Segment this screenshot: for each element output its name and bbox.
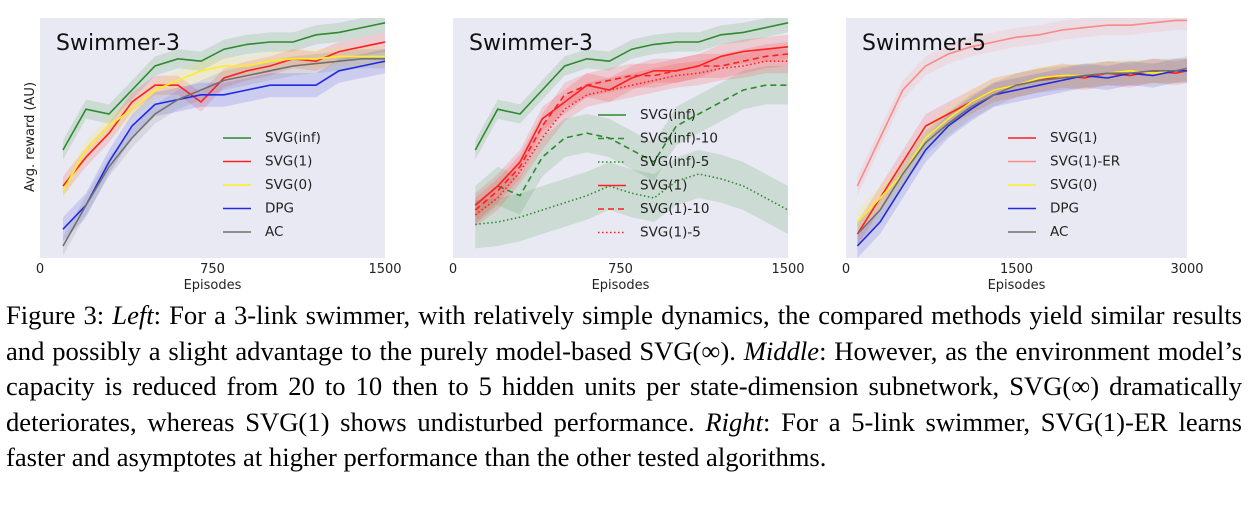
chart-title: Swimmer-3 <box>469 31 593 56</box>
legend-label: SVG(1) <box>640 178 687 194</box>
legend-label: DPG <box>1050 201 1079 217</box>
band-svg-1-5 <box>475 49 788 227</box>
chart-panel-3: Swimmer-5 0 1500 3000 Episodes SVG(1) SVG(1)-E… <box>842 18 1204 293</box>
caption-right-text: : For a 5-link swimmer, SVG(1)-ER learns… <box>6 406 1243 473</box>
x-tick-label: 3000 <box>1170 262 1203 277</box>
chart-panel-2: Swimmer-3 0 750 1500 Episodes SVG(inf) SVG(inf… <box>449 18 805 293</box>
series-line-svg-inf-5 <box>475 173 789 226</box>
series-line-svg-1- <box>62 41 386 187</box>
series-line-svg-1- <box>474 46 789 206</box>
legend-label: SVG(1)-ER <box>1050 154 1120 170</box>
band-svg-inf- <box>63 18 385 160</box>
series-line-ac <box>62 57 385 247</box>
series-line-svg-inf-10 <box>474 84 788 206</box>
chart-panel-1: Swimmer-3 0 750 1500 Episodes SVG(inf) SVG(1) S… <box>36 18 402 293</box>
band-svg-1- <box>857 58 1187 246</box>
x-tick-label: 0 <box>449 262 457 277</box>
band-ac <box>63 49 385 256</box>
series-line-dpg <box>62 60 386 230</box>
chart-title: Swimmer-3 <box>56 31 180 56</box>
legend-label: SVG(1) <box>265 154 312 170</box>
legend-label: AC <box>1050 224 1068 240</box>
band-svg-0- <box>63 46 385 201</box>
chart-title: Swimmer-5 <box>862 31 986 56</box>
caption-middle-head: Middle <box>743 335 820 366</box>
legend-label: SVG(1)-10 <box>640 201 709 217</box>
series-line-ac <box>856 67 1188 235</box>
y-axis-label: Avg. reward (AU) <box>23 82 38 192</box>
band-svg-inf-5 <box>475 150 788 249</box>
x-tick-label: 0 <box>842 262 850 277</box>
x-tick-label: 1500 <box>771 262 804 277</box>
series-line-svg-inf- <box>62 22 386 151</box>
legend-label: SVG(inf) <box>265 130 321 146</box>
legend-label: SVG(1)-5 <box>640 225 701 241</box>
caption-middle-text: : However, as the environment model’s ca… <box>6 335 1243 437</box>
caption-right-head: Right <box>705 406 763 437</box>
x-tick-label: 1500 <box>368 262 401 277</box>
caption-left-head: Left <box>112 300 154 330</box>
x-tick-label: 750 <box>608 262 633 277</box>
series-line-svg-1-5 <box>474 60 788 216</box>
figure-caption: Figure 3: Left: For a 3-link swimmer, wi… <box>6 298 1242 476</box>
legend-label: DPG <box>265 201 294 217</box>
x-axis-label: Episodes <box>184 278 242 293</box>
x-axis-label: Episodes <box>592 278 650 293</box>
caption-left-text: : For a 3-link swimmer, with relatively … <box>6 300 1242 366</box>
series-line-dpg <box>856 70 1187 247</box>
figure-3-charts: Avg. reward (AU) Swimmer-30 750 1500Episod… <box>23 18 1204 293</box>
band-svg-inf- <box>475 18 788 160</box>
band-dpg <box>63 49 385 242</box>
band-svg-1-er <box>857 18 1187 196</box>
x-tick-label: 0 <box>36 262 44 277</box>
legend-label: SVG(inf) <box>640 107 696 123</box>
legend-label: SVG(1) <box>1050 130 1097 146</box>
x-tick-label: 1500 <box>1000 262 1033 277</box>
band-dpg <box>857 58 1187 258</box>
band-svg-inf-10 <box>475 66 788 225</box>
legend-label: SVG(0) <box>1050 177 1097 193</box>
caption-label: Figure 3: <box>6 300 105 330</box>
series-line-svg-1-10 <box>474 53 789 211</box>
x-tick-label: 750 <box>200 262 225 277</box>
series-line-svg-1-er <box>856 19 1187 187</box>
series-line-svg-inf- <box>474 22 789 151</box>
legend-label: AC <box>265 224 283 240</box>
series-line-svg-0- <box>62 55 385 192</box>
legend-label: SVG(inf)-10 <box>640 131 718 147</box>
x-axis-label: Episodes <box>988 278 1046 293</box>
legend-label: SVG(0) <box>265 177 312 193</box>
legend-label: SVG(inf)-5 <box>640 154 709 170</box>
